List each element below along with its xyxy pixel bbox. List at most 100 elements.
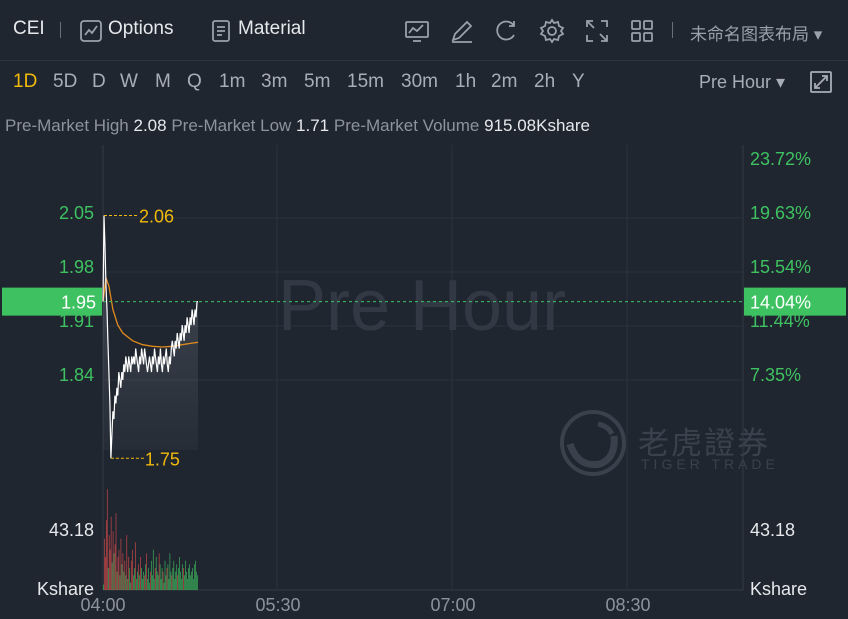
volume-bar [120,538,122,590]
layout-grid-icon[interactable] [629,18,655,44]
current-change-value: 14.04% [750,293,811,313]
volume-bar [195,560,196,590]
premarket-low-label: Pre-Market Low [171,116,292,135]
current-price-badge [2,287,102,316]
volume-bar [160,579,162,590]
session-selector[interactable]: Pre Hour ▾ [699,72,785,93]
volume-bar [166,568,168,590]
volume-bar [152,549,154,590]
volume-bar [124,560,126,590]
volume-bar [170,571,172,590]
volume-bar [183,568,184,590]
volume-bar [145,564,146,590]
indicator-icon[interactable] [404,18,430,44]
volume-bar [167,564,169,590]
period-d[interactable]: D [92,71,106,92]
x-tick-label: 07:00 [430,595,475,615]
period-2h[interactable]: 2h [534,71,556,92]
volume-bar [173,560,175,590]
volume-bar [137,571,138,590]
y-right-tick-label: 7.35% [750,365,801,385]
options-button[interactable]: Options [108,18,174,39]
volume-bar [179,557,180,590]
period-m[interactable]: M [155,71,171,92]
fullscreen-icon[interactable] [584,18,610,44]
period-1d[interactable]: 1D [13,71,38,92]
volume-bar [140,557,141,590]
toolbar-divider [60,22,61,38]
volume-bar [158,553,160,590]
period-1h[interactable]: 1h [455,71,477,92]
period-3m[interactable]: 3m [261,71,288,92]
volume-bar [153,579,155,590]
volume-bar [175,571,177,590]
period-5d[interactable]: 5D [53,71,78,92]
period-2m[interactable]: 2m [491,71,518,92]
period-30m[interactable]: 30m [401,71,438,92]
y-right-tick-label: 15.54% [750,257,811,277]
volume-bar [110,516,112,590]
volume-bar [115,513,117,590]
current-change-badge [744,287,846,316]
volume-bar [133,575,134,590]
material-document-icon[interactable] [208,18,234,44]
volume-bar [129,568,131,590]
volume-bar [143,571,144,590]
y-tick-label: 1.84 [59,365,94,385]
volume-bar [123,571,125,590]
volume-bar [117,557,119,590]
volume-bar [180,571,181,590]
volume-bar [136,579,137,590]
y-tick-label: 1.98 [59,257,94,277]
period-5m[interactable]: 5m [304,71,331,92]
volume-bar [188,568,189,590]
period-15m[interactable]: 15m [347,71,384,92]
period-1m[interactable]: 1m [219,71,246,92]
ticker-symbol[interactable]: CEI [13,18,45,39]
layout-name-dropdown[interactable]: 未命名图表布局 ▾ [690,20,822,45]
options-chart-icon[interactable] [78,18,104,44]
volume-bar [122,553,124,590]
x-tick-label: 08:30 [605,595,650,615]
volume-bar [112,531,114,590]
volume-axis-label: 43.18 [49,520,94,540]
volume-bar [138,564,139,590]
draw-pencil-icon[interactable] [449,18,475,44]
volume-bar [150,571,151,590]
volume-bar [144,575,145,590]
price-line [102,215,198,459]
volume-unit-label-right: Kshare [750,579,807,599]
volume-bar [125,575,127,590]
volume-bar [142,579,143,590]
price-chart[interactable]: Pre Hour 2.05 1.98 1.91 1.84 23.72% 19.63% 15.5… [0,140,848,619]
volume-bar [132,549,133,590]
price-area-fill [103,215,198,459]
period-q[interactable]: Q [187,71,202,92]
settings-gear-icon[interactable] [539,18,565,44]
volume-bar [121,564,123,590]
material-button[interactable]: Material [238,18,306,39]
session-selector-label: Pre Hour [699,72,772,92]
volume-bar [135,542,136,590]
refresh-icon[interactable] [494,18,520,44]
volume-bar [107,568,109,590]
period-y[interactable]: Y [572,71,585,92]
volume-bar [156,571,158,590]
volume-bar [106,489,108,590]
volume-bar [127,579,129,590]
volume-bar [176,564,178,590]
volume-bar [139,575,140,590]
volume-bar [151,575,153,590]
watermark-session-text: Pre Hour [278,266,566,346]
volume-bar [197,575,198,590]
volume-bar [174,579,176,590]
expand-chart-icon[interactable] [809,70,833,94]
premarket-stats: Pre-Market High 2.08 Pre-Market Low 1.71… [5,116,590,136]
volume-bar [134,568,135,590]
current-price-value: 1.95 [61,293,96,313]
volume-bar [184,575,185,590]
volume-bar [172,568,174,590]
volume-bar [131,560,132,590]
volume-bar [111,562,113,590]
period-w[interactable]: W [120,71,138,92]
